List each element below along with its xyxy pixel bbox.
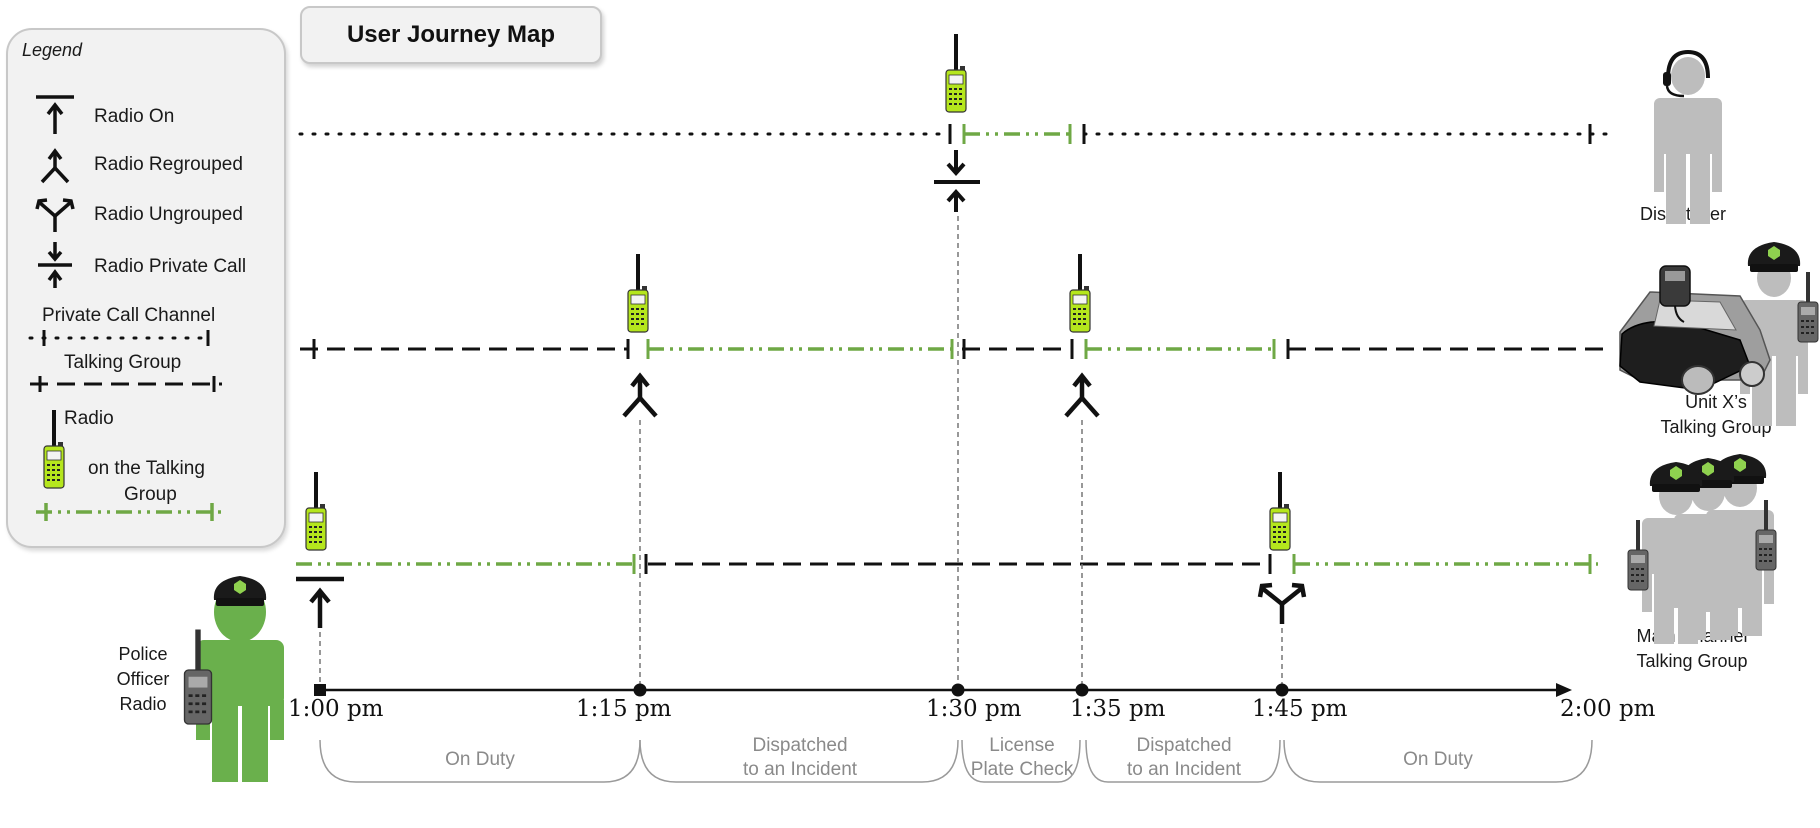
legend-private-call-channel-label: Private Call Channel [42,305,216,326]
timeline-axis [314,683,1572,697]
dispatcher-channel-line [298,124,1610,144]
time-label-3: 1:30 pm [926,696,1022,722]
time-guides [319,216,1283,688]
legend-radio-on-icon [36,95,74,134]
legend-heading: Legend [22,40,83,60]
legend-radio-private-call-icon [38,242,72,288]
legend-radio-icon [43,409,65,489]
time-label-1: 1:00 pm [288,696,384,722]
legend-radio-regrouped-label: Radio Regrouped [94,154,243,175]
segment-label-4: Dispatched to an Incident [1126,735,1242,780]
segment-label-2: Dispatched to an Incident [742,735,858,780]
ungroup-marker [1257,582,1307,624]
unit-talking-group-label: Unit X’s Talking Group [1660,392,1772,437]
regroup-marker-1 [622,372,658,418]
officer-label: Police Officer Radio [116,644,170,714]
legend-radio-regrouped-icon [40,148,70,184]
legend-radio-ungrouped-label: Radio Ungrouped [94,204,243,225]
radio-on-marker [296,576,344,628]
legend-radio-on-group-sample [36,503,224,521]
legend-group-label: Group [124,484,177,505]
legend-radio-private-call-label: Radio Private Call [94,256,247,277]
unit-car-figure [1619,242,1819,426]
legend-talking-group-sample [30,376,222,392]
officer-radio-icon [305,471,327,551]
legend-on-talking-label: on the Talking [88,458,205,479]
unit-radio-icon-2 [1069,253,1091,333]
dispatcher-radio-icon [945,33,967,113]
time-label-2: 1:15 pm [576,696,672,722]
private-call-marker [934,150,980,212]
unit-radio-icon-1 [627,253,649,333]
legend-private-call-channel-sample [28,330,214,346]
police-officer-figure [183,576,284,782]
time-label-6: 2:00 pm [1560,696,1656,722]
unit-group-line [300,339,1608,359]
main-channel-figure [1627,454,1777,644]
legend-talking-group-label: Talking Group [64,352,182,373]
main-radio-icon [1269,471,1291,551]
regroup-marker-2 [1064,372,1100,418]
segment-label-3: License Plate Check [970,735,1074,780]
legend-radio-label: Radio [64,408,114,429]
segment-label-5: On Duty [1403,749,1473,770]
segment-label-1: On Duty [445,749,515,770]
page-title: User Journey Map [300,6,602,64]
dispatcher-figure [1654,49,1722,224]
segment-braces [319,739,1593,783]
legend-radio-on-label: Radio On [94,106,175,127]
time-label-5: 1:45 pm [1252,696,1348,722]
main-channel-line [296,554,1598,574]
legend-radio-ungrouped-icon [35,198,75,232]
time-label-4: 1:35 pm [1070,696,1166,722]
